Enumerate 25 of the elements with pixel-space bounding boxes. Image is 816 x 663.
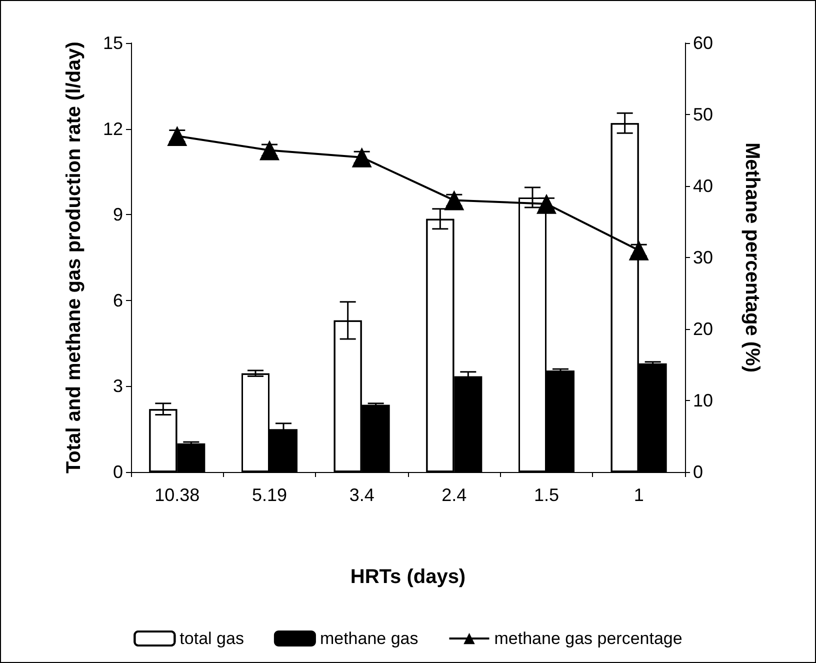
y2-tick-label: 20	[693, 319, 714, 339]
y-tick-label: 15	[102, 33, 123, 53]
y2-tick-label: 60	[693, 33, 714, 53]
y-axis-title: Total and methane gas production rate (l/day)	[63, 42, 85, 474]
y-tick-label: 0	[112, 462, 123, 482]
y2-tick-label: 40	[693, 176, 714, 196]
x-tick-label: 1.5	[534, 485, 560, 505]
x-axis-title: HRTs (days)	[350, 566, 466, 588]
x-tick-label: 10.38	[154, 485, 200, 505]
y-tick-label: 9	[112, 204, 123, 225]
y2-tick-label: 0	[693, 462, 704, 482]
y-tick-label: 6	[112, 290, 123, 310]
legend-label: total gas	[180, 629, 244, 648]
x-tick-label: 1	[634, 485, 644, 505]
y2-axis-title: Methane percentage (%)	[741, 142, 763, 373]
legend-label: methane gas percentage	[494, 629, 682, 648]
legend-label: methane gas	[320, 629, 418, 648]
y2-tick-label: 50	[693, 104, 714, 124]
y-tick-label: 12	[102, 118, 123, 139]
x-tick-label: 2.4	[442, 485, 467, 505]
y-tick-label: 3	[112, 376, 123, 396]
y2-tick-label: 30	[693, 248, 714, 268]
x-tick-label: 3.4	[349, 485, 374, 505]
x-tick-label: 5.19	[252, 485, 288, 505]
y2-tick-label: 10	[693, 390, 714, 410]
